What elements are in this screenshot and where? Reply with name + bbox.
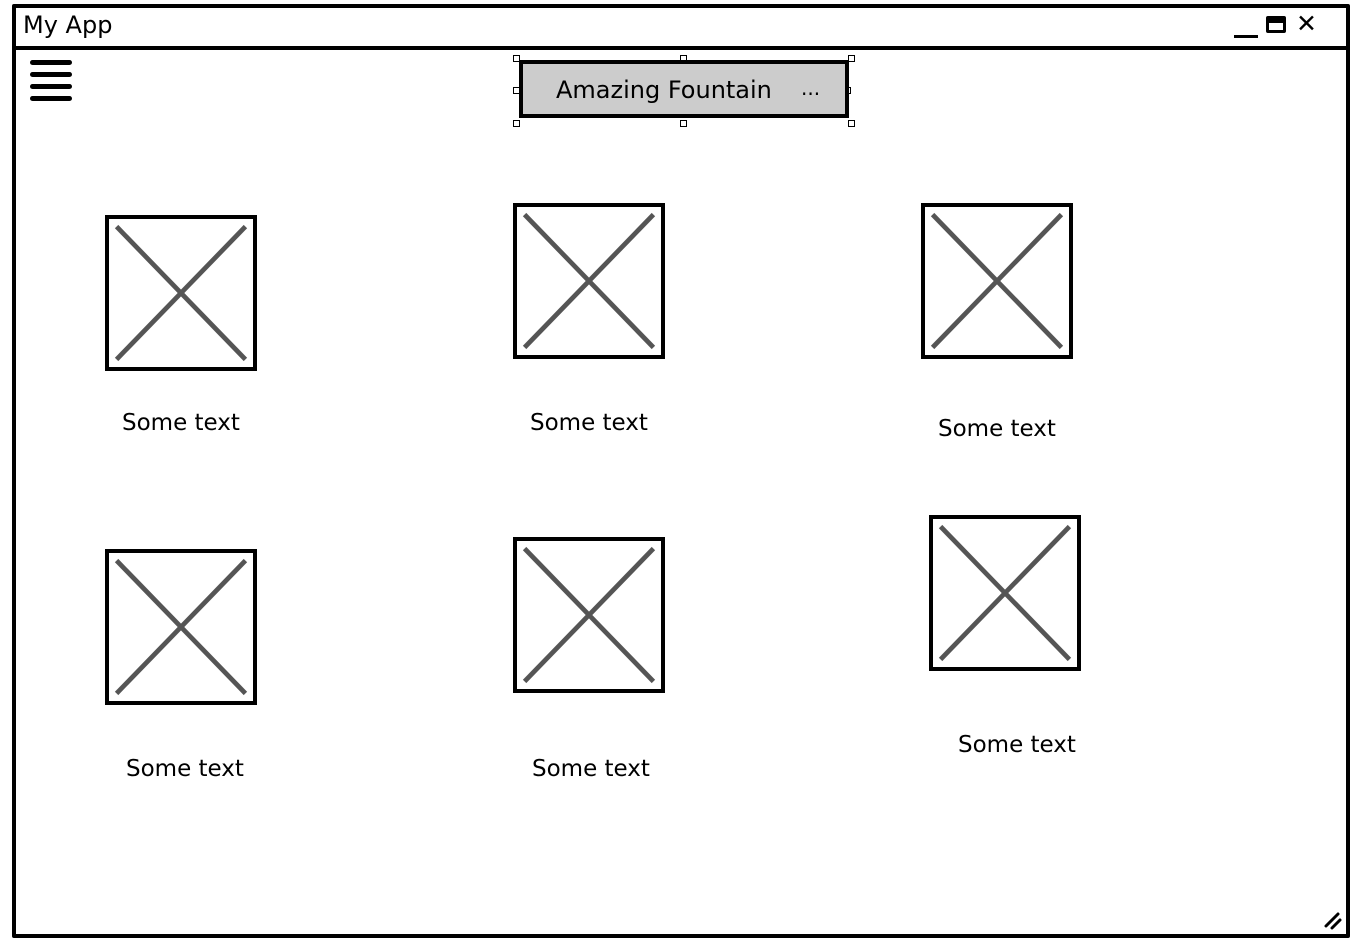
grid-item-caption: Some text	[122, 410, 240, 436]
grid-item-caption: Some text	[530, 410, 648, 436]
close-icon[interactable]: ✕	[1296, 11, 1317, 37]
image-placeholder-icon	[921, 203, 1073, 359]
window-controls: ✕	[1234, 14, 1334, 40]
resize-grip-icon[interactable]	[1322, 910, 1342, 930]
fountain-dropdown[interactable]: Amazing Fountain ...	[519, 60, 849, 118]
image-placeholder-icon	[513, 203, 665, 359]
title-bar[interactable]: My App ✕	[16, 8, 1346, 50]
grid-item-caption: Some text	[532, 756, 650, 782]
hamburger-menu-icon[interactable]	[28, 58, 74, 104]
app-window: My App ✕ Amazing Fountain ... Some text …	[12, 4, 1350, 938]
dropdown-selected-value: Amazing Fountain	[556, 76, 772, 104]
grid-item-caption: Some text	[938, 416, 1056, 442]
image-placeholder-icon	[105, 549, 257, 705]
window-title: My App	[23, 11, 112, 39]
grid-item-caption: Some text	[126, 756, 244, 782]
dropdown-ellipsis-icon: ...	[801, 76, 820, 100]
image-placeholder-icon	[513, 537, 665, 693]
minimize-icon[interactable]	[1234, 35, 1258, 38]
image-placeholder-icon	[929, 515, 1081, 671]
maximize-icon[interactable]	[1266, 16, 1286, 33]
image-placeholder-icon	[105, 215, 257, 371]
grid-item-caption: Some text	[958, 732, 1076, 758]
